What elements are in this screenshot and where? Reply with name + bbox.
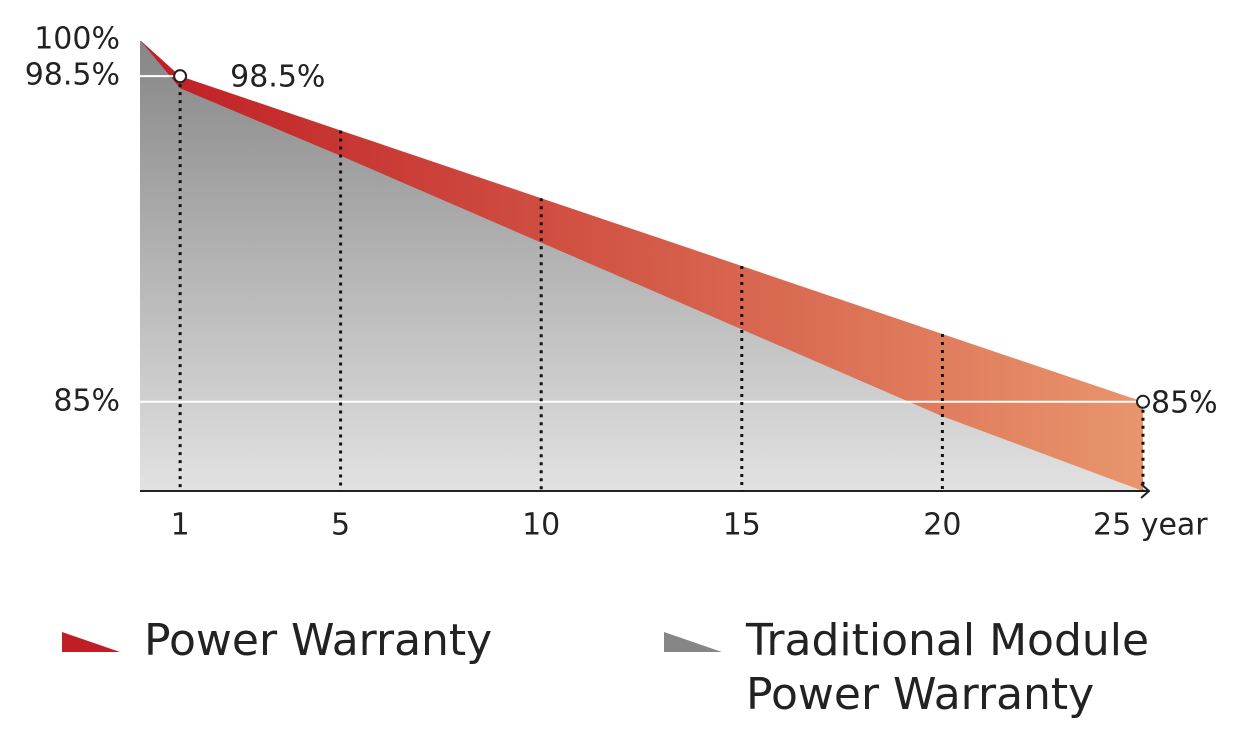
y-tick-label: 100%	[34, 22, 120, 57]
value-label: 85%	[1151, 385, 1218, 420]
legend-swatch	[62, 632, 120, 652]
area	[140, 40, 1143, 491]
y-tick-label: 85%	[53, 383, 120, 418]
y-tick-label: 98.5%	[25, 58, 120, 93]
x-tick-label: 25 year	[1093, 508, 1208, 543]
legend-item: Power Warranty	[62, 614, 492, 668]
legend-swatch	[664, 632, 722, 652]
x-tick-label: 15	[723, 508, 761, 543]
legend-item: Traditional Module Power Warranty	[664, 614, 1184, 722]
data-point	[173, 69, 188, 84]
x-tick-label: 1	[171, 508, 190, 543]
value-label: 98.5%	[230, 60, 325, 95]
x-tick-label: 20	[923, 508, 961, 543]
legend-label: Traditional Module Power Warranty	[746, 615, 1150, 720]
legend-label: Power Warranty	[144, 615, 493, 666]
x-tick-label: 5	[331, 508, 350, 543]
axis-arrow	[1140, 483, 1151, 499]
x-tick-label: 10	[522, 508, 560, 543]
data-point	[1136, 394, 1150, 409]
